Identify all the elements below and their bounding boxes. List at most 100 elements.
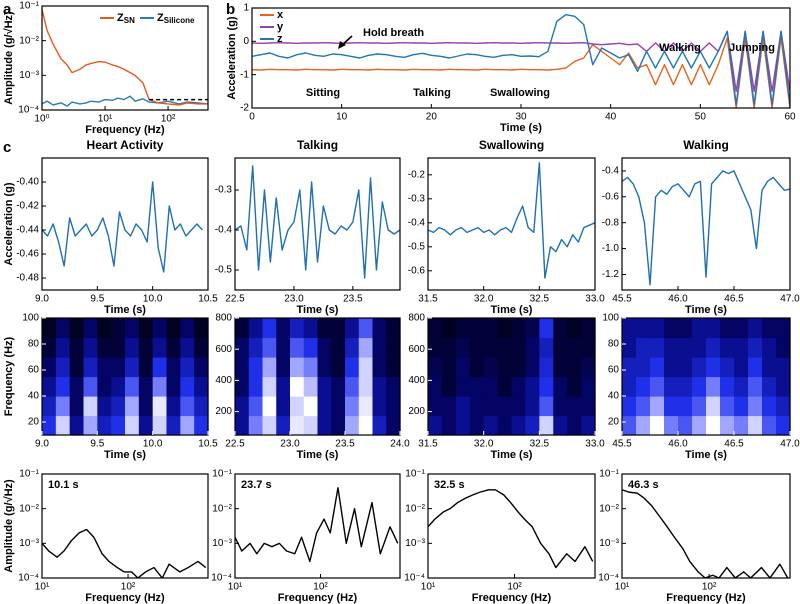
heatmap-cell [317, 357, 332, 378]
annotation: Sitting [306, 87, 340, 99]
y-tick-label: -0.4 [408, 217, 426, 228]
heatmap-cell [180, 396, 195, 417]
heatmap-cell [331, 318, 346, 339]
y-axis-label: Acceleration (g) [226, 16, 238, 99]
heatmap-cell [720, 357, 735, 378]
heatmap-cell [622, 415, 637, 436]
chart: 9.0 9.5 10.0 10.5 -0.48 -0.46 -0.44 -0.42 -0.40 T… [3, 138, 218, 316]
heatmap-cell [692, 357, 707, 378]
y-tick-label: 10⁻³ [19, 538, 39, 549]
heatmap-cell [622, 318, 637, 339]
chart: 10¹ 10² 10⁻⁴ 10⁻³ 10⁻² 10⁻¹ Frequency (Hz) Ampl… [3, 469, 209, 604]
heatmap-cell [386, 318, 401, 339]
heatmap-cell [180, 318, 195, 339]
x-tick-label: 10² [507, 582, 522, 593]
plot-frame [234, 317, 401, 436]
plot-frame [427, 473, 596, 579]
y-axis-label: Acceleration (g) [3, 182, 15, 265]
y-tick-label: -0.6 [602, 191, 620, 202]
x-tick-label: 31.5 [418, 294, 438, 305]
x-tick-label: 40 [605, 112, 617, 123]
heatmap-cell [553, 318, 568, 339]
heatmap-cell [762, 357, 777, 378]
heatmap-cell [455, 376, 471, 397]
legend-label: ZSilicone [157, 12, 195, 25]
heatmap-cell [525, 376, 540, 397]
heatmap-cell [303, 337, 319, 358]
heatmap-cell [776, 337, 791, 358]
heatmap-cell [622, 396, 637, 417]
heatmap-cell [622, 337, 637, 358]
y-tick-label: -0.46 [16, 249, 39, 260]
y-tick-label: 10⁻³ [19, 70, 39, 81]
heatmap-cell [152, 318, 168, 339]
heatmap-cell [497, 337, 513, 358]
heatmap-cell [678, 415, 693, 436]
y-tick-label: 600 [408, 344, 425, 355]
heatmap-cell [511, 376, 527, 397]
y-tick-label: 800 [408, 313, 425, 324]
heatmap-cell [511, 318, 527, 339]
heatmap-cell [483, 415, 499, 436]
heatmap-cell [428, 337, 443, 358]
heatmap-cell [692, 337, 707, 358]
heatmap-cell [138, 415, 154, 436]
heatmap-cell [69, 396, 85, 417]
x-tick-label: 10.0 [143, 294, 163, 305]
heatmap-cell [262, 318, 277, 339]
heatmap-cell [441, 337, 457, 358]
data-line [42, 95, 208, 107]
heatmap-cell [42, 337, 57, 358]
x-tick-label: 23.5 [343, 294, 363, 305]
y-tick-label: 20 [608, 417, 620, 428]
heatmap-cell [290, 318, 305, 339]
heatmap-cell [539, 337, 554, 358]
y-tick-label: 10⁻⁴ [18, 573, 39, 584]
x-tick-label: 30 [515, 112, 527, 123]
x-tick-label: 10² [702, 582, 717, 593]
heatmap-cell [553, 357, 568, 378]
heatmap-cell [441, 318, 457, 339]
x-tick-label: 46.5 [724, 439, 744, 450]
heatmap-cell [511, 357, 527, 378]
heatmap-cell [483, 337, 499, 358]
plot-frame [41, 5, 209, 111]
heatmap-cell [152, 376, 168, 397]
x-tick-label: 23.0 [280, 439, 300, 450]
heatmap-cell [262, 357, 277, 378]
panel-label: c [3, 139, 11, 156]
heatmap-cell [567, 415, 582, 436]
annotation: 10.1 s [48, 479, 79, 491]
heatmap-cell [42, 376, 57, 397]
heatmap-cell [678, 337, 693, 358]
y-tick-label: -0.44 [16, 225, 39, 236]
heatmap-cell [734, 357, 749, 378]
y-tick-label: 10⁻³ [405, 538, 425, 549]
heatmap-cell [428, 357, 443, 378]
heatmap-cell [248, 337, 264, 358]
heatmap-cell [428, 415, 443, 436]
x-tick-label: 32.5 [530, 294, 550, 305]
heatmap-cell [734, 376, 749, 397]
heatmap-cell [734, 396, 749, 417]
heatmap-cell [497, 318, 513, 339]
heatmap-cell [664, 415, 679, 436]
heatmap-cell [469, 415, 485, 436]
x-tick-label: 24.0 [390, 439, 410, 450]
heatmap-cell [345, 357, 360, 378]
y-tick-label: -2 [240, 103, 249, 114]
heatmap-cell [386, 415, 401, 436]
y-tick-label: -1.2 [602, 269, 620, 280]
data-line [428, 162, 595, 279]
heatmap-cell [42, 396, 57, 417]
heatmap-cell [469, 396, 485, 417]
y-axis-label: Amplitude (g/√Hz) [3, 479, 15, 573]
heatmap-cell [276, 337, 291, 358]
heatmap-cell [664, 396, 679, 417]
heatmap-cell [111, 415, 126, 436]
heatmap-cell [125, 396, 140, 417]
y-tick-label: 60 [608, 365, 620, 376]
x-tick-label: 60 [784, 112, 796, 123]
annotation: Talking [413, 87, 451, 99]
heatmap-cell [248, 357, 264, 378]
